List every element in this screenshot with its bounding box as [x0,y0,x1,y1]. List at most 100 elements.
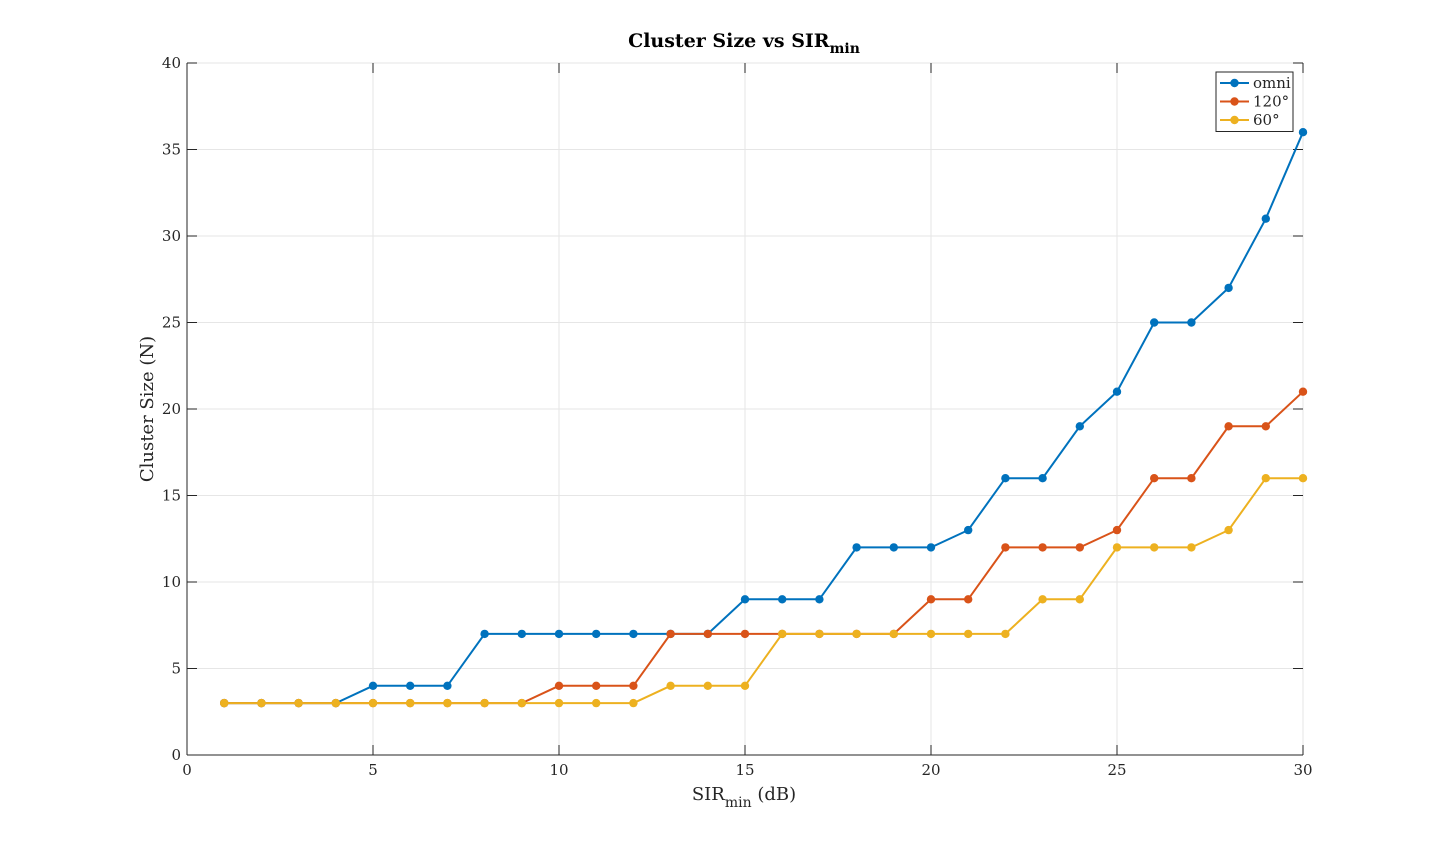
y-tick-label: 40 [162,54,181,72]
data-point [406,681,415,690]
data-point [220,698,229,708]
data-point [666,629,675,639]
data-point [443,698,452,708]
data-point [1001,543,1010,552]
data-point [926,629,936,639]
data-point [517,698,526,708]
data-point [740,595,750,604]
data-point [1187,543,1196,552]
data-point [629,698,638,708]
data-point [517,629,526,639]
chart-title: Cluster Size vs SIRmin [628,30,860,57]
data-point [443,681,452,690]
data-point [368,698,378,708]
data-point [1001,474,1010,483]
data-point [964,629,973,639]
data-point [815,595,824,604]
y-tick-label: 5 [171,660,181,678]
data-point [629,629,638,639]
series-line [224,131,1304,705]
data-point [1261,214,1271,223]
data-point [554,681,564,690]
data-point [1298,387,1308,396]
legend-marker [1230,115,1239,125]
data-point [480,629,489,639]
data-point [331,698,340,708]
x-tick-label: 20 [921,761,940,779]
data-point [1075,422,1085,431]
x-tick-label: 25 [1107,761,1126,779]
y-tick-label: 15 [162,487,181,505]
data-point [1075,595,1085,604]
data-point [1112,387,1122,396]
legend-item: omni [1220,74,1291,92]
y-axis-label: Cluster Size (N) [137,336,158,482]
data-point [294,698,303,708]
data-point [1150,474,1159,483]
data-point [964,525,973,535]
data-point [926,543,936,552]
data-point [778,629,787,639]
legend-label: 120° [1253,93,1289,111]
data-point [926,595,936,604]
data-point [964,595,973,604]
y-tick-label: 20 [162,400,181,418]
data-point [1150,318,1159,327]
data-point [592,698,601,708]
data-point [815,629,824,639]
grid [186,62,1304,756]
series-0 [220,128,1308,708]
x-tick-label: 15 [735,761,754,779]
x-tick-label: 0 [182,761,192,779]
data-point [1038,543,1047,552]
data-point [1187,474,1196,483]
y-tick-label: 30 [162,227,181,245]
data-point [257,698,266,708]
data-point [1261,474,1271,483]
data-point [889,629,898,639]
data-point [1187,318,1196,327]
data-point [1150,543,1159,552]
legend-item: 120° [1220,93,1289,111]
data-point [703,629,712,639]
y-tick-label: 0 [171,746,181,764]
x-tick-label: 10 [549,761,568,779]
series-layer [220,128,1308,708]
data-point [852,629,861,639]
data-point [740,629,750,639]
data-point [406,698,415,708]
data-point [1224,422,1233,431]
data-point [368,681,378,690]
title-subscript: min [830,41,860,57]
series-2 [220,474,1308,708]
x-tick-label: 30 [1293,761,1312,779]
data-point [740,681,750,690]
data-point [703,681,712,690]
data-point [1075,543,1085,552]
x-axis-label-subscript: min [725,795,752,811]
data-point [1224,283,1233,293]
series-line [224,477,1303,705]
title-main: Cluster Size vs SIR [628,30,830,52]
data-point [1112,525,1122,535]
data-point [1224,525,1233,535]
legend-marker [1230,97,1239,106]
data-point [592,629,601,639]
y-tick-label: 10 [162,573,181,591]
x-axis-label: SIRmin (dB) [692,784,796,811]
legend-label: 60° [1253,111,1280,129]
data-point [1298,128,1308,137]
y-tick-label: 35 [162,141,181,159]
data-point [480,698,489,708]
y-tick-label: 25 [162,314,181,332]
data-point [554,698,564,708]
data-point [629,681,638,690]
legend-item: 60° [1220,111,1280,129]
data-point [1038,595,1047,604]
data-point [592,681,601,690]
x-axis-label-main: SIR [692,784,725,805]
x-tick-label: 5 [368,761,378,779]
data-point [666,681,675,690]
